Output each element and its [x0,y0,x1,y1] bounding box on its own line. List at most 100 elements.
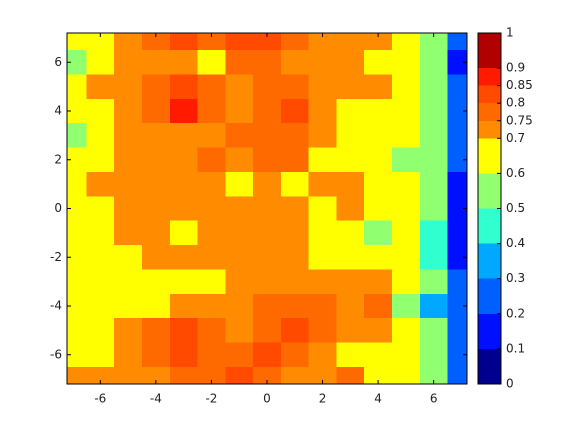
contour-cell [336,147,365,173]
contour-cell [86,269,115,295]
contour-cell [67,245,87,270]
contour-cell [392,342,421,368]
contour-cell [67,33,87,51]
contour-cell [280,342,310,368]
contour-cell [419,318,449,344]
contour-cell [447,366,468,385]
contour-cell [142,269,171,295]
contour-cell [197,196,226,222]
contour-cell [197,269,226,295]
colorbar-tick-label: 0.2 [506,306,525,320]
contour-cell [308,342,337,368]
contour-cell [197,342,226,368]
contour-cell [447,98,468,124]
contour-cell [336,50,365,75]
contour-cell [142,318,171,344]
contour-cell [114,245,143,270]
colorbar-tick-label: 0.85 [506,78,533,92]
contour-cell [86,123,115,149]
colorbar-band [478,313,501,349]
contour-cell [114,123,143,149]
contour-cell [225,196,254,222]
contour-cell [197,74,226,100]
contour-cell [447,74,468,100]
contour-cell [169,33,199,51]
colorbar-tick-label: 0.9 [506,61,525,75]
contour-cell [142,50,171,75]
contour-cell [336,366,365,385]
contour-cell [114,50,143,75]
contour-cell [86,245,115,270]
contour-cell [280,33,310,51]
contour-cell [197,98,226,124]
contour-cell [280,269,310,295]
x-tick-label: -2 [205,392,217,406]
contour-cell [67,123,87,149]
contour-cell [67,74,87,100]
contour-cell [447,342,468,368]
contour-cell [169,98,199,124]
colorbar-tick-label: 0.7 [506,131,525,145]
contour-cell [169,318,199,344]
contour-cell [308,74,337,100]
contour-cell [169,74,199,100]
colorbar-band [478,208,501,244]
contour-cell [419,33,449,51]
contour-cell [114,171,143,197]
contour-cell [169,50,199,75]
contour-cell [364,123,393,149]
contour-cell [197,123,226,149]
contour-cell [336,74,365,100]
contour-cell [392,33,421,51]
contour-cell [86,98,115,124]
contour-cell [86,342,115,368]
contour-cell [308,269,337,295]
colorbar-band [478,278,501,314]
contour-cell [114,220,143,246]
y-tick-label: 6 [54,55,62,69]
contour-cell [142,147,171,173]
contour-cell [114,98,143,124]
contour-cell [86,171,115,197]
contour-cell [447,147,468,173]
contour-cell [308,245,337,270]
contour-cell [225,293,254,319]
contour-cell [86,366,115,385]
contour-cell [197,50,226,75]
colorbar-band [478,173,501,209]
colorbar-tick-label: 0.8 [506,96,525,110]
contour-cell [86,74,115,100]
contour-cell [169,196,199,222]
contour-cell [364,245,393,270]
contour-cell [142,366,171,385]
contour-cell [142,196,171,222]
contour-cell [447,245,468,270]
colorbar-tick-label: 0.75 [506,113,533,127]
contour-cell [225,74,254,100]
contour-cell [169,123,199,149]
contour-cell [392,269,421,295]
contour-cell [253,50,282,75]
contour-cell [253,245,282,270]
contour-cell [114,74,143,100]
colorbar-tick-label: 0 [506,377,514,391]
contour-cell [392,123,421,149]
contour-cell [308,318,337,344]
contour-cell [392,50,421,75]
contour-cell [364,196,393,222]
contour-cell [67,147,87,173]
contour-cell [225,245,254,270]
contour-cell [225,98,254,124]
x-tick-label: -6 [94,392,106,406]
contour-cell [169,342,199,368]
y-tick-label: 4 [54,104,62,118]
contour-cell [142,74,171,100]
contour-cell [392,318,421,344]
contour-cell [364,50,393,75]
contour-cell [308,196,337,222]
contour-cell [364,366,393,385]
contour-cell [419,50,449,75]
contour-cell [392,171,421,197]
contour-cell [142,33,171,51]
